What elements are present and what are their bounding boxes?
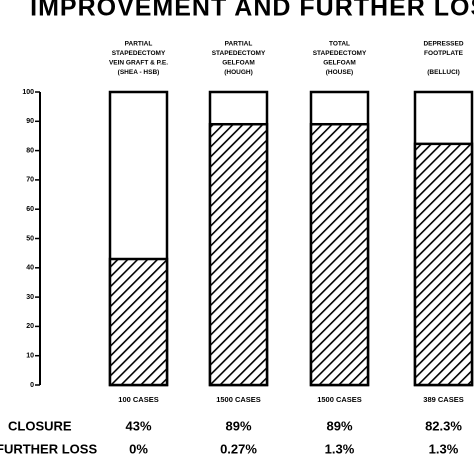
bar	[309, 122, 370, 387]
bar	[108, 257, 169, 387]
x-tick-label: (BELLUCI)	[427, 69, 460, 76]
value-label: 1.3%	[429, 441, 459, 456]
x-tick-label: STAPEDECTOMY	[212, 50, 266, 57]
cases-label: 1500 CASES	[216, 395, 261, 404]
value-label: 0.27%	[220, 441, 257, 456]
x-tick-label: GELFOAM	[323, 60, 356, 67]
y-tick-label: 80	[26, 147, 34, 154]
y-tick-label: 10	[26, 353, 34, 360]
value-label: 43%	[125, 418, 151, 433]
x-tick-label: PARTIAL	[225, 41, 253, 48]
cases-label: 1500 CASES	[317, 395, 362, 404]
value-label: 89%	[225, 418, 251, 433]
x-tick-label: DEPRESSED	[423, 41, 463, 48]
x-tick-label: STAPEDECTOMY	[313, 50, 367, 57]
y-tick-label: 0	[30, 382, 34, 389]
value-label: 1.3%	[325, 441, 355, 456]
value-label: 0%	[129, 441, 148, 456]
row-label: CLOSURE	[8, 418, 72, 433]
value-label: 82.3%	[425, 418, 462, 433]
bar	[208, 122, 269, 387]
y-tick-label: 60	[26, 206, 34, 213]
y-tick-label: 90	[26, 118, 34, 125]
x-tick-label: TOTAL	[329, 41, 350, 48]
y-tick-label: 50	[26, 235, 34, 242]
y-tick-label: 30	[26, 294, 34, 301]
x-tick-label: FOOTPLATE	[424, 50, 464, 57]
x-tick-label: VEIN GRAFT & P.E.	[109, 60, 168, 67]
y-tick-label: 20	[26, 323, 34, 330]
value-label: 89%	[326, 418, 352, 433]
y-tick-label: 100	[22, 89, 34, 96]
cases-label: 100 CASES	[118, 395, 158, 404]
y-tick-label: 40	[26, 265, 34, 272]
x-tick-label: (HOUGH)	[224, 69, 253, 76]
cases-label: 389 CASES	[423, 395, 463, 404]
x-tick-label: PARTIAL	[125, 41, 153, 48]
y-tick-label: 70	[26, 177, 34, 184]
bar	[413, 142, 474, 387]
x-tick-label: (HOUSE)	[326, 69, 353, 76]
chart-title: IMPROVEMENT AND FURTHER LOSS	[30, 0, 474, 22]
x-tick-label: (SHEA - HSB)	[118, 69, 160, 76]
row-label: FURTHER LOSS	[0, 441, 97, 456]
x-tick-label: STAPEDECTOMY	[112, 50, 166, 57]
x-tick-label: GELFOAM	[222, 60, 255, 67]
